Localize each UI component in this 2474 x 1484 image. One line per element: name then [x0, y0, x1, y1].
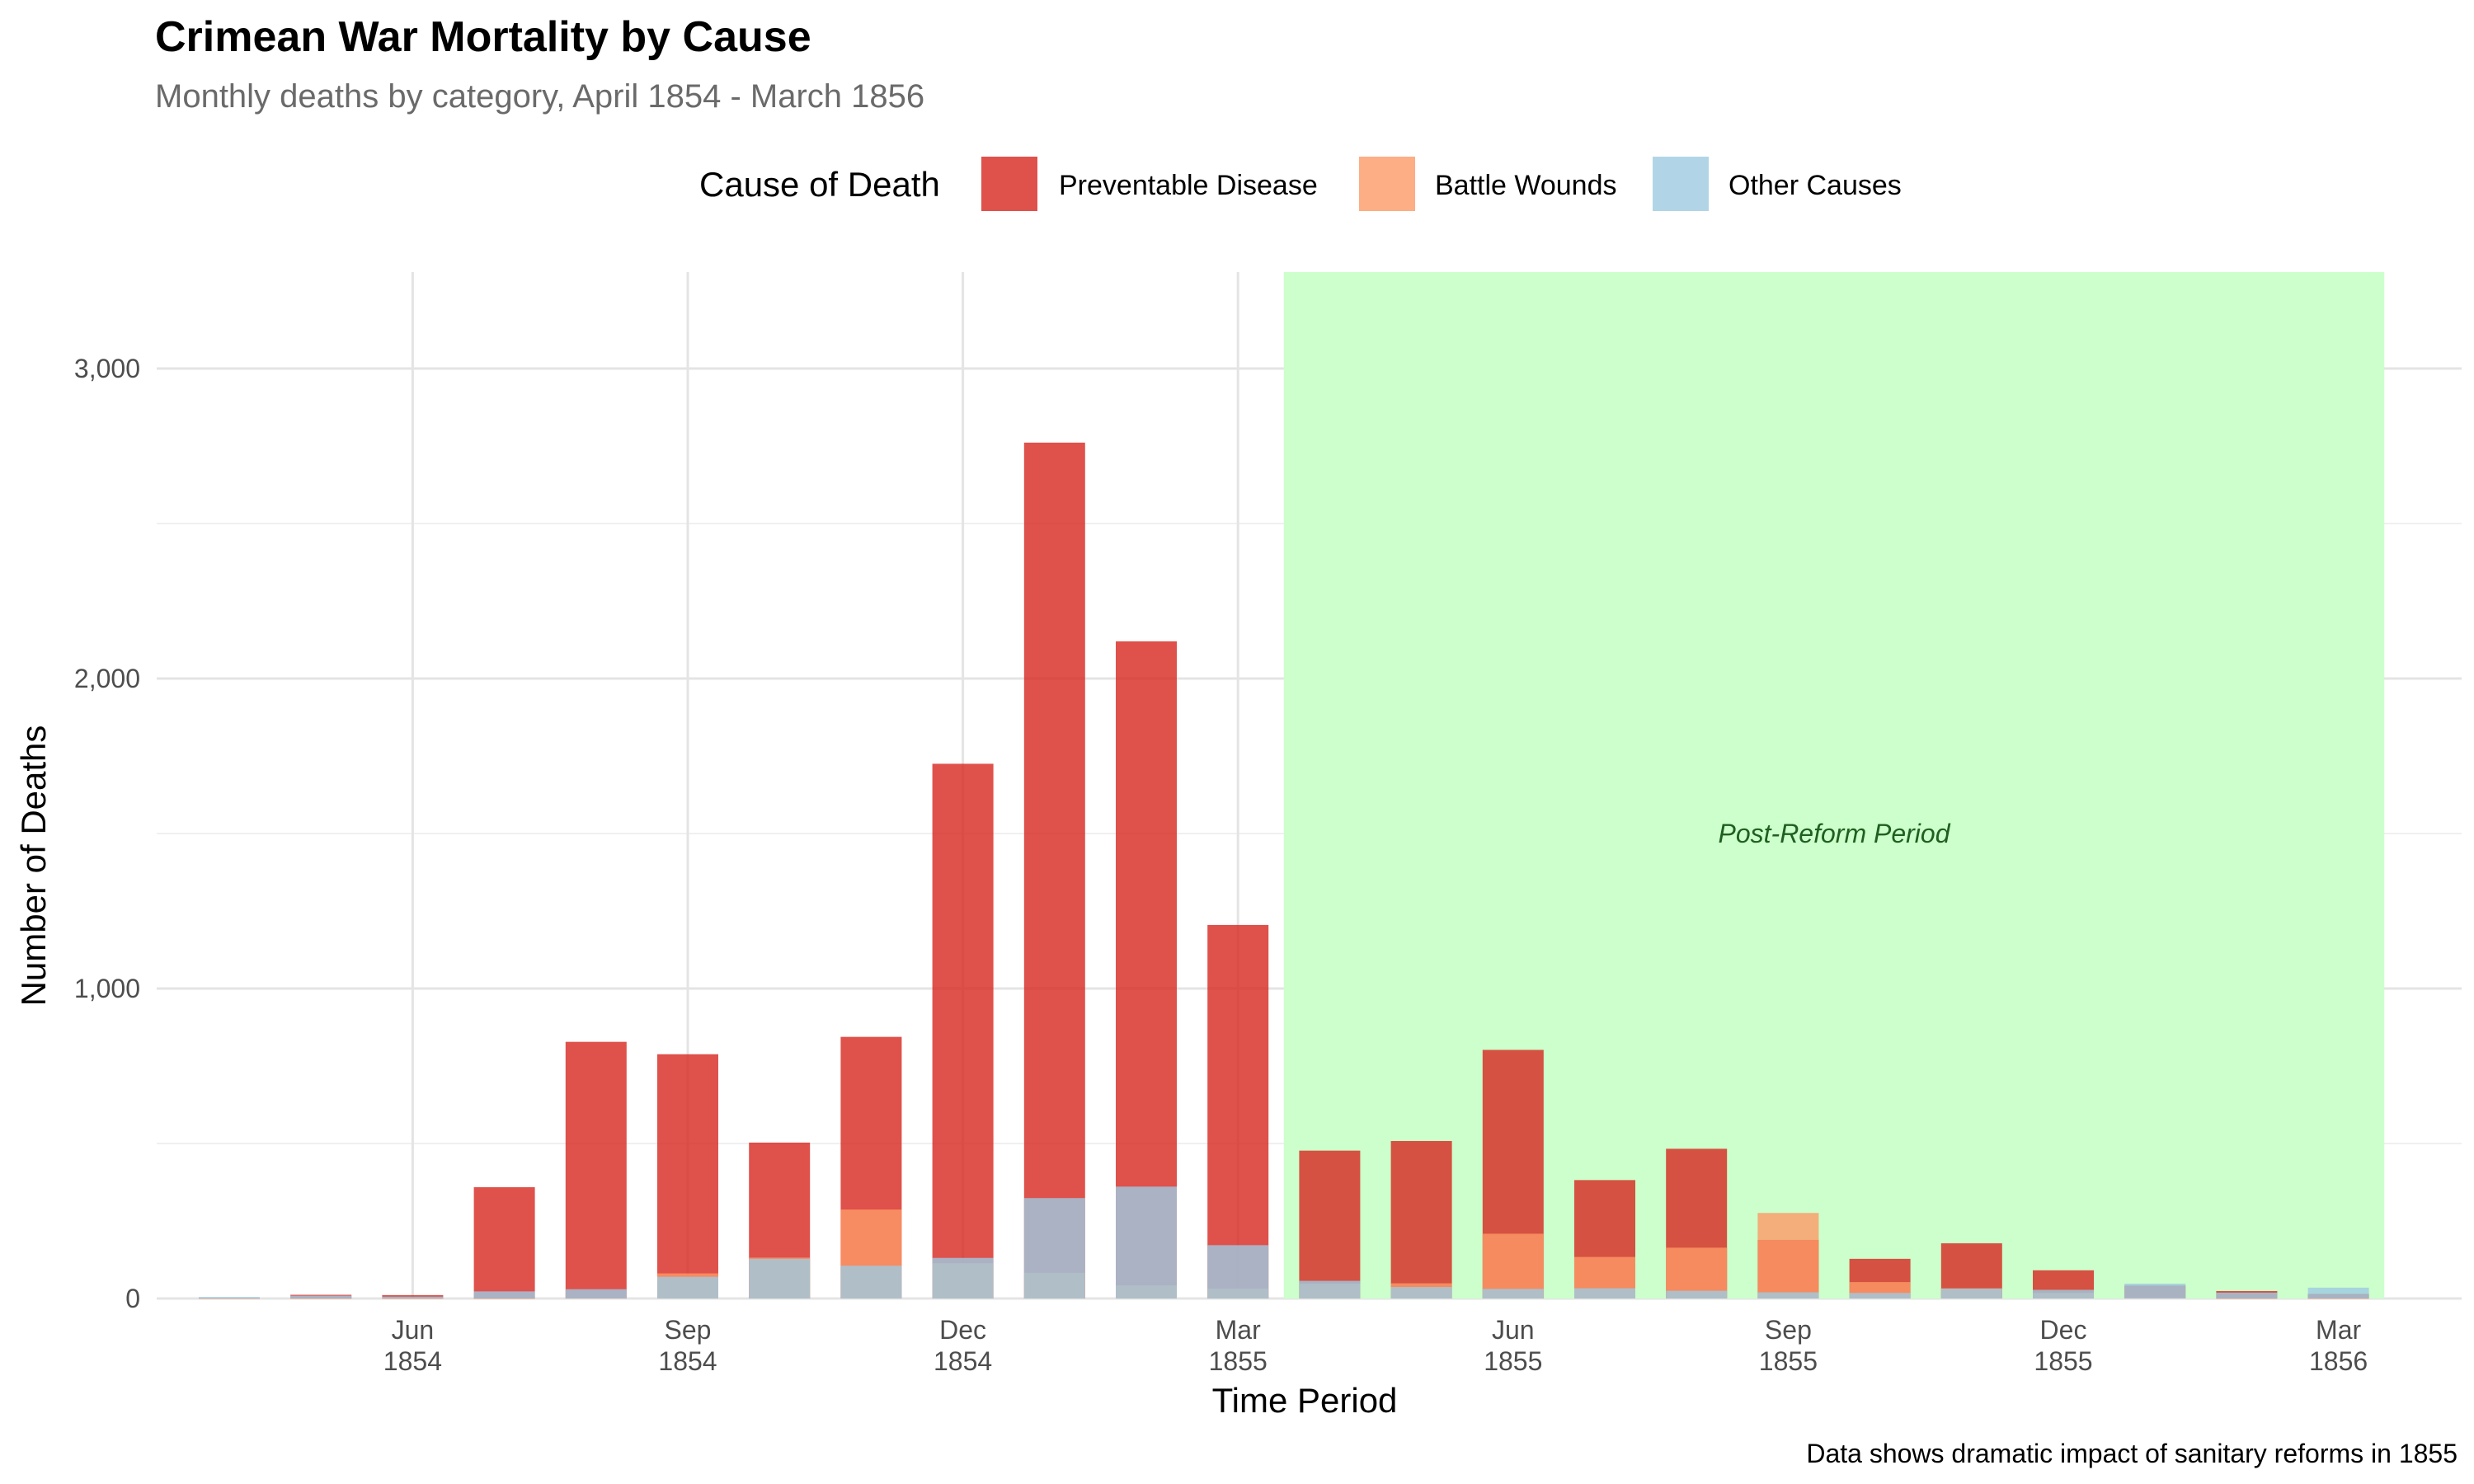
bar: [2033, 1289, 2094, 1298]
x-tick-label-month: Dec: [2040, 1315, 2087, 1345]
bar: [2307, 1287, 2369, 1298]
bar: [1757, 1292, 1819, 1298]
x-tick-label-year: 1855: [1759, 1346, 1818, 1376]
x-tick-label-month: Mar: [1216, 1315, 1261, 1345]
chart-caption: Data shows dramatic impact of sanitary r…: [1806, 1439, 2458, 1468]
bar: [1116, 1186, 1177, 1298]
bar: [473, 1298, 535, 1299]
bar: [565, 1289, 627, 1298]
legend-title: Cause of Death: [699, 165, 940, 204]
y-tick-label: 3,000: [74, 354, 140, 383]
bar: [840, 1266, 902, 1298]
bar: [1666, 1247, 1728, 1298]
bar: [657, 1054, 718, 1298]
y-tick-label: 0: [125, 1284, 140, 1313]
bar: [657, 1276, 718, 1298]
bar: [290, 1298, 352, 1299]
bar: [1574, 1288, 1635, 1298]
bar: [1023, 1198, 1085, 1298]
x-axis-title: Time Period: [1212, 1381, 1398, 1420]
bar: [932, 763, 994, 1298]
bar: [1757, 1213, 1819, 1298]
x-tick-label-year: 1854: [383, 1346, 442, 1376]
bar: [1849, 1293, 1911, 1298]
bar: [199, 1297, 260, 1298]
bar: [473, 1291, 535, 1298]
y-tick-label: 2,000: [74, 664, 140, 693]
bar: [1207, 924, 1269, 1298]
bar: [1482, 1233, 1544, 1298]
x-tick-label-year: 1855: [1209, 1346, 1268, 1376]
bar: [1299, 1150, 1361, 1298]
y-tick-label: 1,000: [74, 974, 140, 1003]
bar: [1207, 1245, 1269, 1298]
x-tick-label-year: 1854: [934, 1346, 992, 1376]
x-tick-label-year: 1855: [2034, 1346, 2092, 1376]
bar: [473, 1187, 535, 1298]
legend-label-battle-wounds: Battle Wounds: [1435, 170, 1617, 201]
x-tick-label-month: Mar: [2316, 1315, 2361, 1345]
bar: [2124, 1283, 2186, 1298]
bar: [1299, 1280, 1361, 1298]
bar: [1023, 442, 1085, 1298]
chart-subtitle: Monthly deaths by category, April 1854 -…: [155, 78, 924, 115]
post-reform-highlight: [1283, 272, 2385, 1298]
x-tick-label-year: 1854: [658, 1346, 717, 1376]
y-axis-title: Number of Deaths: [14, 726, 53, 1007]
x-tick-label-month: Jun: [1492, 1315, 1535, 1345]
bar: [290, 1295, 352, 1298]
series-other-causes: [199, 1186, 2369, 1298]
x-tick-label-year: 1855: [1484, 1346, 1542, 1376]
bar: [565, 1041, 627, 1298]
bar: [749, 1258, 811, 1298]
x-tick-label-month: Dec: [939, 1315, 986, 1345]
x-tick-label-year: 1856: [2309, 1346, 2368, 1376]
legend-swatch-preventable-disease: [981, 157, 1037, 211]
post-reform-annotation: Post-Reform Period: [1719, 819, 1951, 848]
bar: [2307, 1298, 2369, 1299]
bar: [1390, 1140, 1452, 1298]
axis-ticks: 01,0002,0003,000Jun1854Sep1854Dec1854Mar…: [74, 354, 2368, 1376]
legend: Cause of Death Preventable Disease Battl…: [699, 157, 1902, 211]
legend-swatch-battle-wounds: [1359, 157, 1415, 211]
legend-label-other-causes: Other Causes: [1729, 170, 1902, 201]
bar: [2216, 1292, 2278, 1298]
x-tick-label-month: Sep: [665, 1315, 712, 1345]
x-tick-label-month: Jun: [392, 1315, 435, 1345]
chart-title: Crimean War Mortality by Cause: [155, 13, 811, 61]
bar: [1666, 1290, 1728, 1298]
bar: [382, 1296, 444, 1298]
bar: [932, 1257, 994, 1298]
bar: [1482, 1289, 1544, 1298]
bar: [199, 1298, 260, 1299]
legend-label-preventable-disease: Preventable Disease: [1059, 170, 1318, 201]
bar: [1940, 1288, 2002, 1298]
bar: [382, 1298, 444, 1299]
bar: [2216, 1298, 2278, 1299]
bars: [199, 442, 2369, 1299]
x-tick-label-month: Sep: [1765, 1315, 1812, 1345]
bar: [1390, 1287, 1452, 1298]
post-reform-region: [1283, 272, 2385, 1298]
legend-swatch-other-causes: [1653, 157, 1709, 211]
